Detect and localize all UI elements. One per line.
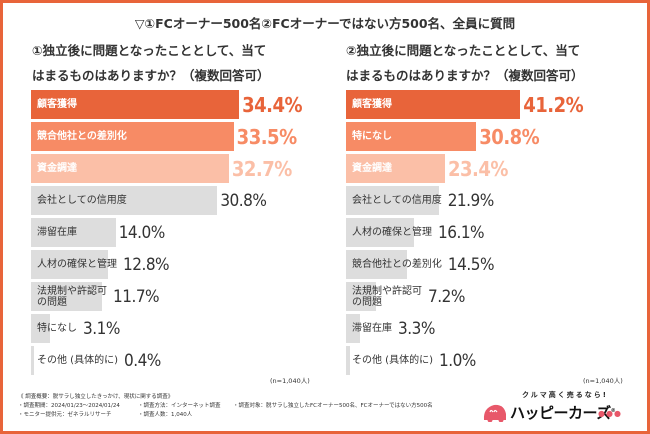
bar xyxy=(346,186,439,215)
survey-summary: 《 調査概要：脱サラし独立したきっかけ、現状に関する調査》 xyxy=(18,394,174,400)
bar-value-label: 1.0% xyxy=(438,350,476,371)
bar-category-label: 法規制や許認可 の問題 xyxy=(352,285,422,308)
bar-category-label: 滞留在庫 xyxy=(352,323,392,334)
chart2-title-line: ②独立後に問題となったこととして、当て xyxy=(346,43,581,58)
bar xyxy=(31,154,229,183)
bar xyxy=(31,250,109,279)
bar xyxy=(31,282,102,311)
bar-category-label: 滞留在庫 xyxy=(37,227,77,238)
bar-category-label: 顧客獲得 xyxy=(352,99,392,110)
bar-value-label: 3.3% xyxy=(398,318,435,339)
chart1-sample-note: (n=1,040人) xyxy=(270,377,310,385)
bar xyxy=(346,122,477,151)
bar-value-label: 33.5% xyxy=(236,124,297,149)
bar xyxy=(31,218,116,247)
bar-category-label: 資金調達 xyxy=(37,163,77,174)
bar-value-label: 3.1% xyxy=(83,318,120,339)
bar-category-label: 会社としての信用度 xyxy=(37,195,127,206)
chart2-title-line: はまるものはありますか？（複数回答可） xyxy=(346,68,584,83)
bar xyxy=(31,90,240,119)
bar-value-label: 21.9% xyxy=(447,190,495,211)
bar xyxy=(346,154,445,183)
logo-dots: ●●● xyxy=(598,409,622,418)
bar-value-label: 7.2% xyxy=(428,286,465,307)
bar-value-label: 16.1% xyxy=(438,222,485,243)
bar xyxy=(31,346,34,375)
bar-value-label: 32.7% xyxy=(231,156,292,181)
chart2-sample-note: (n=1,040人) xyxy=(583,377,623,385)
survey-respondents: ・調査人数：1,040人 xyxy=(138,412,193,418)
bar-category-label: 特になし xyxy=(352,131,392,142)
bar xyxy=(346,346,351,375)
bar xyxy=(346,314,360,343)
bar-category-label: その他 (具体的に) xyxy=(352,355,433,366)
bar-category-label: 競合他社との差別化 xyxy=(37,131,127,142)
bar-value-label: 30.8% xyxy=(479,124,540,149)
bar-value-label: 14.0% xyxy=(118,222,166,243)
bar-category-label: 競合他社との差別化 xyxy=(352,259,442,270)
bar-value-label: 11.7% xyxy=(113,286,160,307)
bar-category-label: 法規制や許認可 の問題 xyxy=(37,285,107,308)
bar-value-label: 0.4% xyxy=(123,350,161,371)
survey-period: ・調査期間：2024/01/23～2024/01/24 xyxy=(18,403,120,409)
registered-mark: ® xyxy=(610,408,616,414)
bar-value-label: 12.8% xyxy=(123,254,170,275)
bar-category-label: 顧客獲得 xyxy=(37,99,77,110)
bar xyxy=(346,282,377,311)
survey-provider: ・モニター提供元：ゼネラルリサーチ xyxy=(18,412,112,418)
car-mascot-icon xyxy=(483,404,506,422)
bar-category-label: 特になし xyxy=(37,323,77,334)
bar-value-label: 41.2% xyxy=(523,92,584,117)
bar-value-label: 14.5% xyxy=(447,254,495,275)
bar xyxy=(31,186,218,215)
bar-value-label: 34.4% xyxy=(242,92,303,117)
bar-value-label: 23.4% xyxy=(447,156,508,181)
main-title: ▽①FCオーナー500名②FCオーナーではない方500名、全員に質問 xyxy=(134,16,516,31)
chart1-title: ①独立後に問題となったこととして、当て はまるものはありますか？（複数回答可） xyxy=(32,38,322,88)
bar xyxy=(346,90,521,119)
bar-category-label: 人材の確保と管理 xyxy=(37,259,117,270)
happy-cars-logo: クルマ高く売るなら! ハッピーカーズ® ●●● xyxy=(474,390,634,426)
bar-category-label: 会社としての信用度 xyxy=(352,195,442,206)
chart2-title: ②独立後に問題となったこととして、当て はまるものはありますか？（複数回答可） xyxy=(346,38,636,88)
bar xyxy=(346,218,415,247)
bar-category-label: 資金調達 xyxy=(352,163,392,174)
survey-method: ・調査方法：インターネット調査 xyxy=(138,403,221,409)
chart1-title-line: ①独立後に問題となったこととして、当て xyxy=(32,43,267,58)
bar xyxy=(31,314,50,343)
chart1-title-line: はまるものはありますか？（複数回答可） xyxy=(32,68,270,83)
survey-target: ・調査対象：脱サラし独立したFCオーナー500名、FCオーナーではない方500名 xyxy=(233,403,433,409)
bar xyxy=(346,250,408,279)
logo-tagline: クルマ高く売るなら! xyxy=(522,391,608,399)
bar-category-label: 人材の確保と管理 xyxy=(352,227,432,238)
bar-category-label: その他 (具体的に) xyxy=(37,355,118,366)
bar xyxy=(31,122,234,151)
logo-brand-text: ハッピーカーズ xyxy=(510,404,611,422)
survey-footer: 《 調査概要：脱サラし独立したきっかけ、現状に関する調査》 ・調査期間：2024… xyxy=(18,393,433,420)
logo-brand: ハッピーカーズ® xyxy=(510,402,616,423)
bar-value-label: 30.8% xyxy=(220,190,267,211)
